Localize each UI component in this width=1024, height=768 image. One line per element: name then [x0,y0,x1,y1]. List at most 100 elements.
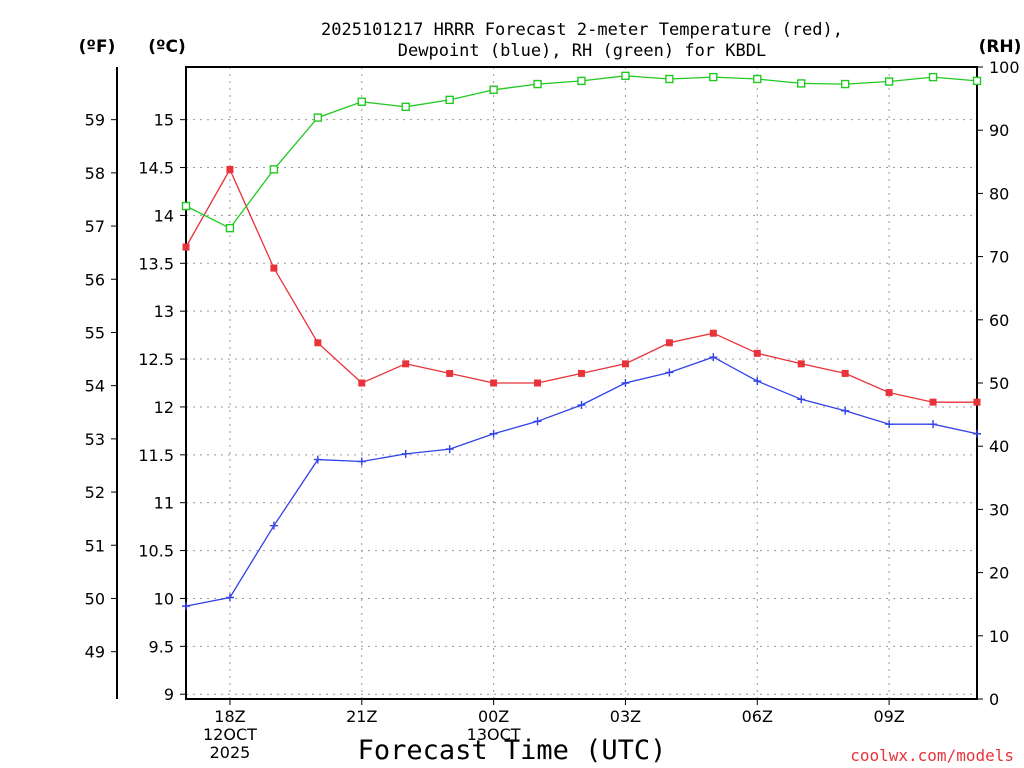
temperature-point [578,369,585,377]
dewpoint-point [225,593,234,602]
fahrenheit-tick-label: 52 [85,483,105,502]
rh-tick-label: 60 [989,311,1009,330]
celsius-tick-label: 11.5 [138,446,174,465]
dewpoint-point [357,457,366,466]
x-tick-label: 18Z [214,707,245,726]
temperature-point [841,369,849,377]
celsius-tick-label: 9 [164,685,174,704]
rh-point [621,71,630,81]
temperature-point [314,339,322,347]
celsius-tick-label: 11 [154,494,174,513]
rh-point [840,79,850,89]
x-tick-label: 21Z [346,707,377,726]
rh-tick-label: 90 [989,121,1009,140]
chart-title-line-2: Dewpoint (blue), RH (green) for KBDL [398,41,766,61]
temperature-point [753,349,761,357]
rh-point [181,201,191,211]
dewpoint-point [401,449,410,458]
dewpoint-point [709,353,718,362]
rh-unit-label: (RH) [979,37,1022,57]
x-tick-label: 09Z [873,707,904,726]
dewpoint-point [973,429,981,438]
rh-point [225,223,235,233]
fahrenheit-tick-label: 56 [85,270,105,289]
celsius-tick-label: 9.5 [149,637,174,656]
temperature-point [797,360,805,368]
fahrenheit-tick-label: 58 [85,164,105,183]
temperature-series [182,165,981,406]
celsius-unit-label: (ºC) [148,37,186,57]
dewpoint-point [489,429,498,438]
x-tick-label: 03Z [610,707,641,726]
rh-point [269,165,279,174]
temperature-point [621,360,629,368]
rh-point [709,72,718,82]
celsius-tick-label: 10.5 [138,542,174,561]
rh-axis: 0 10 20 30 40 50 60 70 80 90 100 [977,58,1020,709]
fahrenheit-tick-label: 57 [85,217,105,236]
fahrenheit-tick-label: 55 [85,323,105,342]
celsius-tick-label: 12.5 [138,350,174,369]
dewpoint-point [885,420,894,429]
x-tick-label: 12OCT [203,725,257,744]
celsius-tick-label: 14 [154,206,174,225]
fahrenheit-axis: 49 50 51 52 53 54 55 56 57 58 59 [85,111,117,662]
celsius-tick-label: 13 [154,302,174,321]
rh-point [357,97,366,106]
fahrenheit-tick-label: 53 [85,430,105,449]
dewpoint-point [445,445,454,454]
rh-point [489,85,498,94]
celsius-tick-label: 14.5 [138,159,174,178]
temperature-point [885,389,893,397]
fahrenheit-tick-label: 51 [85,536,105,555]
x-axis-title: Forecast Time (UTC) [358,735,667,766]
rh-point [753,74,762,84]
temperature-point [358,379,366,387]
dewpoint-point [621,379,630,387]
chart-title-line-1: 2025101217 HRRR Forecast 2-meter Tempera… [321,20,843,40]
x-tick-label: 13OCT [467,725,521,744]
dewpoint-point [797,395,806,404]
rh-point [665,74,674,84]
temperature-point [534,379,542,387]
dewpoint-point [753,377,762,386]
x-tick-label: 00Z [478,707,509,726]
rh-point [972,76,982,86]
rh-point [313,113,323,122]
rh-point [928,72,938,82]
rh-point [533,79,542,89]
dewpoint-point [313,455,322,464]
temperature-point [973,398,981,406]
dewpoint-point [577,401,586,410]
rh-tick-label: 0 [989,690,999,709]
rh-point [797,79,806,88]
dewpoint-point [269,521,278,530]
x-tick-label: 06Z [742,707,773,726]
temperature-point [929,398,937,406]
fahrenheit-tick-label: 49 [85,643,105,662]
rh-tick-label: 80 [989,184,1009,203]
temperature-point [665,339,673,347]
celsius-tick-label: 10 [154,589,174,608]
rh-series [181,71,982,233]
celsius-tick-label: 13.5 [138,254,174,273]
dewpoint-point [533,417,542,426]
celsius-tick-label: 15 [154,111,174,130]
fahrenheit-tick-label: 50 [85,589,105,608]
temperature-point [226,165,234,173]
rh-point [445,95,454,105]
rh-tick-label: 10 [989,627,1009,646]
rh-point [884,77,894,86]
rh-tick-label: 40 [989,437,1009,456]
rh-point [401,102,410,112]
temperature-point [446,369,454,377]
rh-tick-label: 20 [989,564,1009,583]
source-credit: coolwx.com/models [850,746,1014,765]
rh-tick-label: 50 [989,374,1009,393]
fahrenheit-tick-label: 54 [85,377,105,396]
data-series [181,71,982,611]
temperature-point [182,243,190,251]
